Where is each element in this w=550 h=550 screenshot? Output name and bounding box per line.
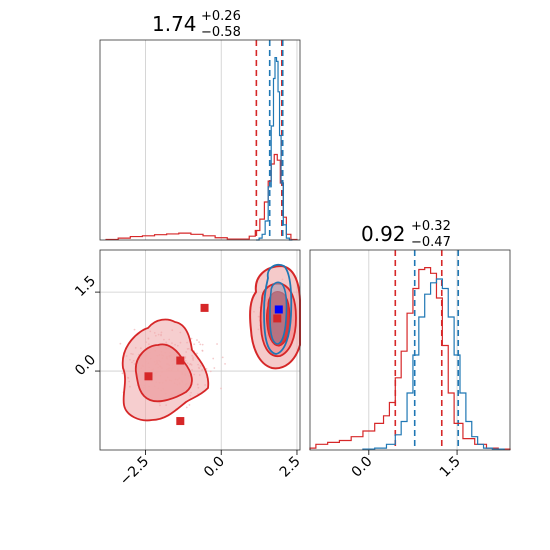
sample-point bbox=[199, 343, 202, 346]
hist-param1-frame bbox=[100, 40, 300, 240]
red-marker bbox=[144, 372, 153, 381]
x-tick-label: 1.5 bbox=[437, 454, 464, 481]
y-tick-label: 0.0 bbox=[72, 352, 99, 379]
sample-point bbox=[216, 343, 218, 345]
joint-border bbox=[99, 249, 301, 451]
blue-marker bbox=[274, 305, 283, 314]
joint-markers bbox=[144, 303, 283, 426]
red-histogram bbox=[309, 267, 511, 450]
hist-param2-panel: 0.0 1.5 0.92 +0.32 −0.47 bbox=[309, 219, 511, 481]
blue-histogram bbox=[362, 278, 505, 450]
red-histogram bbox=[105, 153, 298, 241]
sample-point bbox=[201, 350, 204, 352]
joint-y-ticks: 0.0 1.5 bbox=[72, 273, 100, 379]
joint-x-ticks: −2.5 0.0 2.5 bbox=[117, 450, 304, 489]
hist-param1-panel: 1.74 +0.26 −0.58 bbox=[99, 9, 301, 241]
sample-point bbox=[221, 356, 224, 359]
hist-param1-quantile-lines bbox=[255, 40, 284, 240]
sample-point bbox=[188, 404, 191, 406]
hist-param2-frame bbox=[310, 250, 510, 450]
hist-param2-title-lower: −0.47 bbox=[411, 235, 451, 250]
x-tick-label: 0.0 bbox=[201, 454, 228, 481]
blue-histogram bbox=[256, 57, 293, 241]
red-marker bbox=[176, 417, 185, 426]
sample-point bbox=[133, 328, 136, 331]
red-marker bbox=[273, 314, 282, 323]
hist-param2-border bbox=[309, 249, 511, 451]
hist-param1-title-value: 1.74 bbox=[152, 12, 197, 36]
hist-param2-series bbox=[309, 267, 511, 450]
blue-contour-outer bbox=[263, 263, 293, 355]
joint-panel: −2.5 0.0 2.5 0.0 1.5 bbox=[72, 249, 304, 489]
sample-point bbox=[119, 342, 122, 345]
sample-point bbox=[212, 357, 215, 360]
hist-param1-title-lower: −0.58 bbox=[201, 25, 241, 40]
y-tick-label: 1.5 bbox=[72, 273, 99, 300]
sample-point bbox=[213, 367, 216, 369]
sample-point bbox=[196, 339, 198, 341]
sample-point bbox=[196, 352, 198, 355]
hist-param1-series bbox=[105, 57, 298, 241]
red-marker bbox=[200, 303, 209, 312]
x-tick-label: −2.5 bbox=[117, 454, 152, 489]
sample-point bbox=[220, 387, 222, 390]
hist-param1-grid bbox=[145, 40, 298, 240]
sample-point bbox=[198, 341, 200, 344]
hist-param2-title-value: 0.92 bbox=[361, 222, 406, 246]
sample-point bbox=[121, 372, 124, 375]
hist-param2-grid bbox=[368, 250, 458, 450]
hist-param2-x-ticks: 0.0 1.5 bbox=[349, 450, 464, 481]
sample-point bbox=[190, 337, 193, 340]
hist-param2-title-upper: +0.32 bbox=[411, 219, 451, 234]
hist-param1-title-upper: +0.26 bbox=[201, 9, 241, 24]
sample-point bbox=[201, 343, 204, 346]
red-marker bbox=[176, 356, 185, 365]
x-tick-label: 2.5 bbox=[277, 454, 304, 481]
x-tick-label: 0.0 bbox=[349, 454, 376, 481]
sample-point bbox=[205, 367, 208, 370]
sample-point bbox=[224, 362, 226, 365]
sample-point bbox=[193, 343, 196, 346]
sample-point bbox=[185, 406, 188, 409]
sample-point bbox=[209, 370, 212, 373]
hist-param1-border bbox=[99, 39, 301, 241]
